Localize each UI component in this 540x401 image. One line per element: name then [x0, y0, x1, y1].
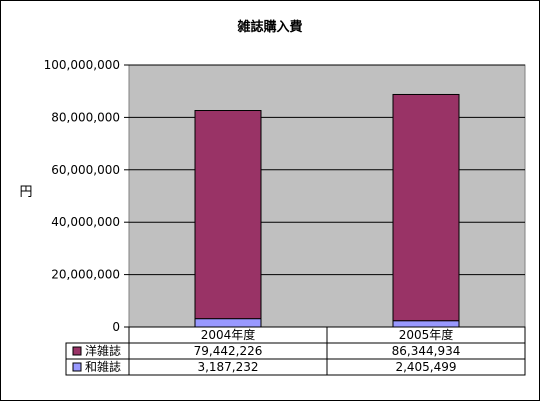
- table-cell: [326, 358, 526, 376]
- y-tick-label: 100,000,000: [44, 58, 120, 72]
- legend-label: 洋雑誌: [85, 343, 121, 358]
- y-tick-label: 40,000,000: [51, 215, 120, 229]
- y-tick-label: 20,000,000: [51, 268, 120, 282]
- y-axis-ticks: 0 20,000,000 40,000,000 60,000,000 80,000,00…: [44, 58, 129, 334]
- y-tick-label: 80,000,000: [51, 110, 120, 124]
- bar-洋雑誌-2004年度: [194, 110, 262, 320]
- plot-area: [128, 64, 526, 328]
- legend-key-洋雑誌: [72, 346, 82, 356]
- bar-和雑誌-2004年度: [194, 318, 262, 328]
- legend-label: 和雑誌: [85, 359, 121, 374]
- table-category-label: 2005年度: [399, 327, 454, 342]
- y-axis-label: 円: [19, 185, 32, 200]
- table-category-label: 2004年度: [201, 327, 256, 342]
- y-tick-label: 60,000,000: [51, 163, 120, 177]
- bars: [194, 93, 460, 328]
- table-value: 86,344,934: [392, 344, 461, 358]
- chart-title: 雑誌購入費: [236, 19, 302, 35]
- bar-洋雑誌-2005年度: [392, 93, 460, 322]
- table-value: 3,187,232: [197, 360, 258, 374]
- table-value: 2,405,499: [395, 360, 456, 374]
- y-tick-label: 0: [112, 320, 120, 334]
- bar-和雑誌-2005年度: [392, 320, 460, 328]
- legend-key-和雑誌: [72, 362, 82, 372]
- table-value: 79,442,226: [194, 344, 263, 358]
